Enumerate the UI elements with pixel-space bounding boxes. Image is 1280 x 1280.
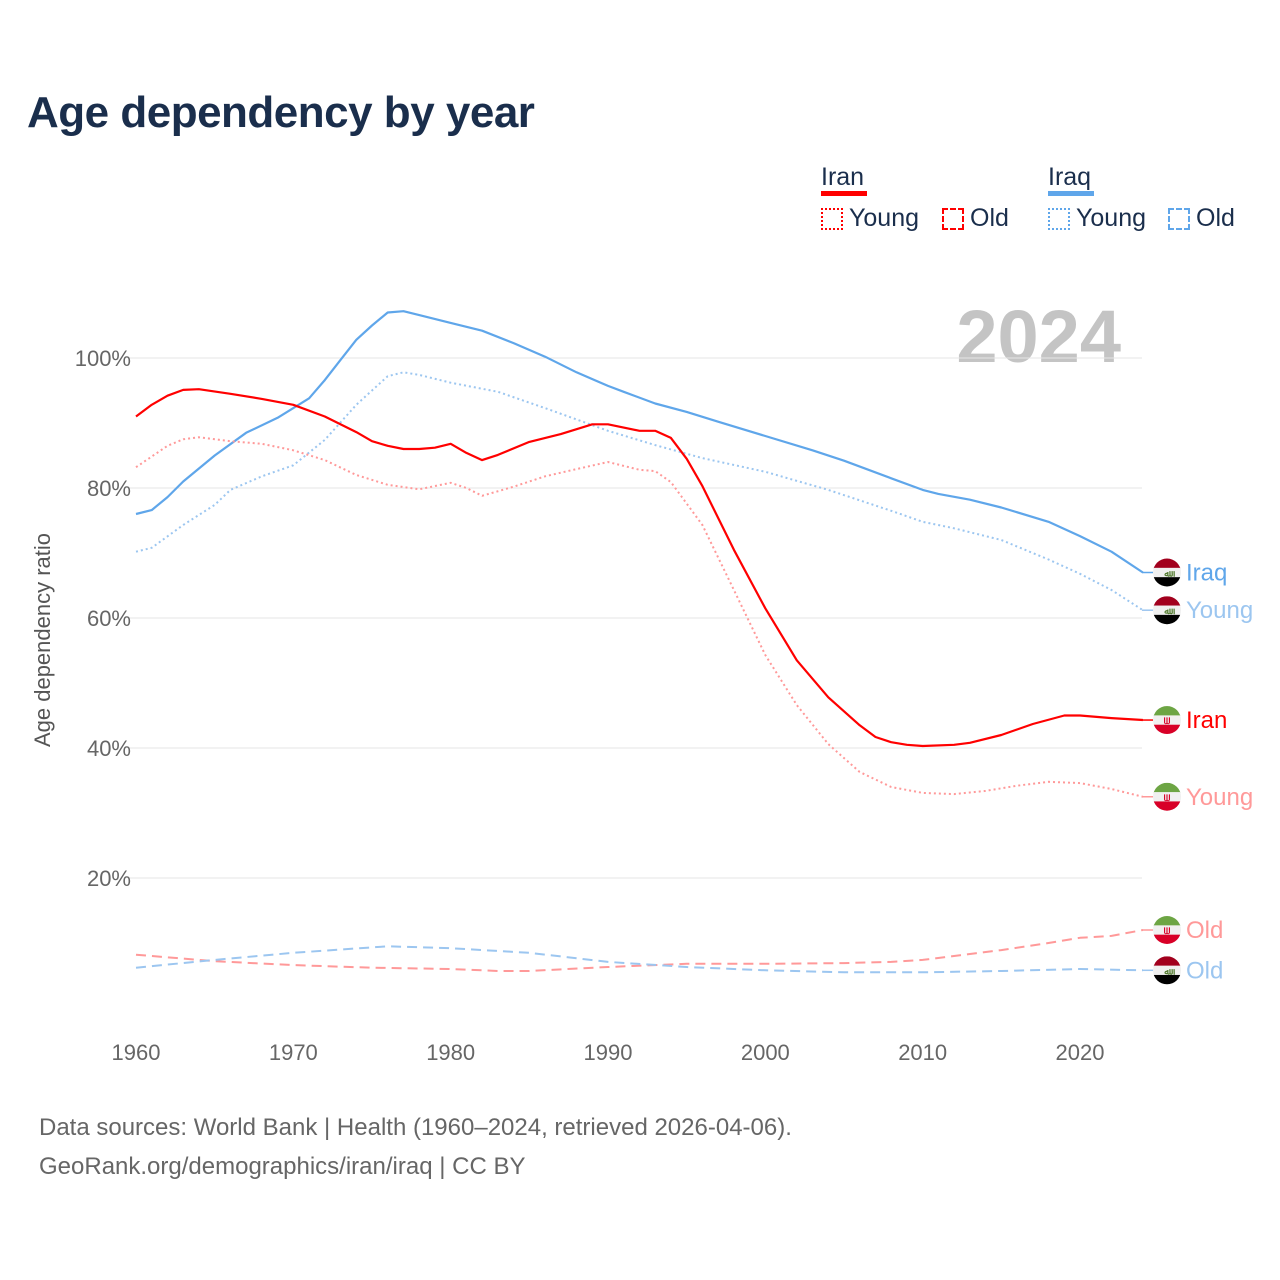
legend-iran-swatch	[821, 191, 867, 196]
legend-iraq-young[interactable]: Young	[1048, 204, 1146, 233]
legend-label: Young	[1076, 204, 1146, 232]
dotted-swatch-icon	[821, 207, 843, 230]
iraq-flag-icon: ﷲ	[1153, 558, 1181, 587]
y-tick-label: 40%	[87, 736, 131, 761]
dashed-swatch-icon	[942, 207, 964, 230]
series-line-iran-old	[135, 929, 1144, 972]
x-tick-label: 2010	[898, 1040, 947, 1065]
svg-text:ᗯ: ᗯ	[1164, 926, 1171, 936]
end-label: Young	[1186, 784, 1253, 811]
legend-iran-heading[interactable]: Iran	[821, 163, 865, 191]
legend-label: Old	[1196, 204, 1235, 232]
data-source-text: Data sources: World Bank | Health (1960–…	[39, 1114, 792, 1141]
y-axis-label: Age dependency ratio	[30, 533, 55, 747]
x-tick-label: 2020	[1056, 1040, 1105, 1065]
svg-text:ᗯ: ᗯ	[1164, 716, 1171, 726]
x-tick-label: 1970	[269, 1040, 318, 1065]
x-tick-label: 1960	[112, 1040, 161, 1065]
end-label: Iraq	[1186, 560, 1227, 587]
iran-flag-icon: ᗯ	[1153, 706, 1181, 735]
end-label: Old	[1186, 917, 1223, 944]
end-label: Iran	[1186, 707, 1227, 734]
year-watermark: 2024	[956, 295, 1121, 378]
legend-label: Young	[849, 204, 919, 232]
legend-iraq-swatch	[1048, 191, 1094, 196]
dotted-swatch-icon	[1048, 207, 1070, 230]
series-line-iraq-young	[135, 371, 1144, 612]
x-tick-label: 1990	[584, 1040, 633, 1065]
series-line-iran	[135, 388, 1143, 748]
y-tick-label: 100%	[75, 346, 131, 371]
end-label: Young	[1186, 597, 1253, 624]
series-line-iran-young	[135, 436, 1144, 798]
iraq-flag-icon: ﷲ	[1153, 596, 1181, 625]
source-link[interactable]: GeoRank.org/demographics/iran/iraq | CC …	[39, 1153, 526, 1180]
legend-iraq-heading[interactable]: Iraq	[1048, 163, 1092, 191]
legend-iran-old[interactable]: Old	[942, 204, 1009, 233]
svg-text:ᗯ: ᗯ	[1164, 793, 1171, 803]
footer: Data sources: World Bank | Health (1960–…	[39, 1108, 792, 1186]
series-line-iraq-old	[135, 945, 1143, 974]
series-line-iraq	[135, 310, 1144, 574]
legend-iran-young[interactable]: Young	[821, 204, 919, 233]
x-tick-label: 2000	[741, 1040, 790, 1065]
y-tick-label: 20%	[87, 866, 131, 891]
dashed-swatch-icon	[1168, 207, 1190, 230]
y-tick-label: 80%	[87, 476, 131, 501]
end-label: Old	[1186, 957, 1223, 984]
legend-label: Old	[970, 204, 1009, 232]
iraq-flag-icon: ﷲ	[1153, 956, 1181, 985]
chart-title: Age dependency by year	[27, 88, 535, 137]
iran-flag-icon: ᗯ	[1153, 782, 1181, 811]
legend-iraq-old[interactable]: Old	[1168, 204, 1235, 233]
iran-flag-icon: ᗯ	[1153, 916, 1181, 944]
y-tick-label: 60%	[87, 606, 131, 631]
x-tick-label: 1980	[426, 1040, 475, 1065]
